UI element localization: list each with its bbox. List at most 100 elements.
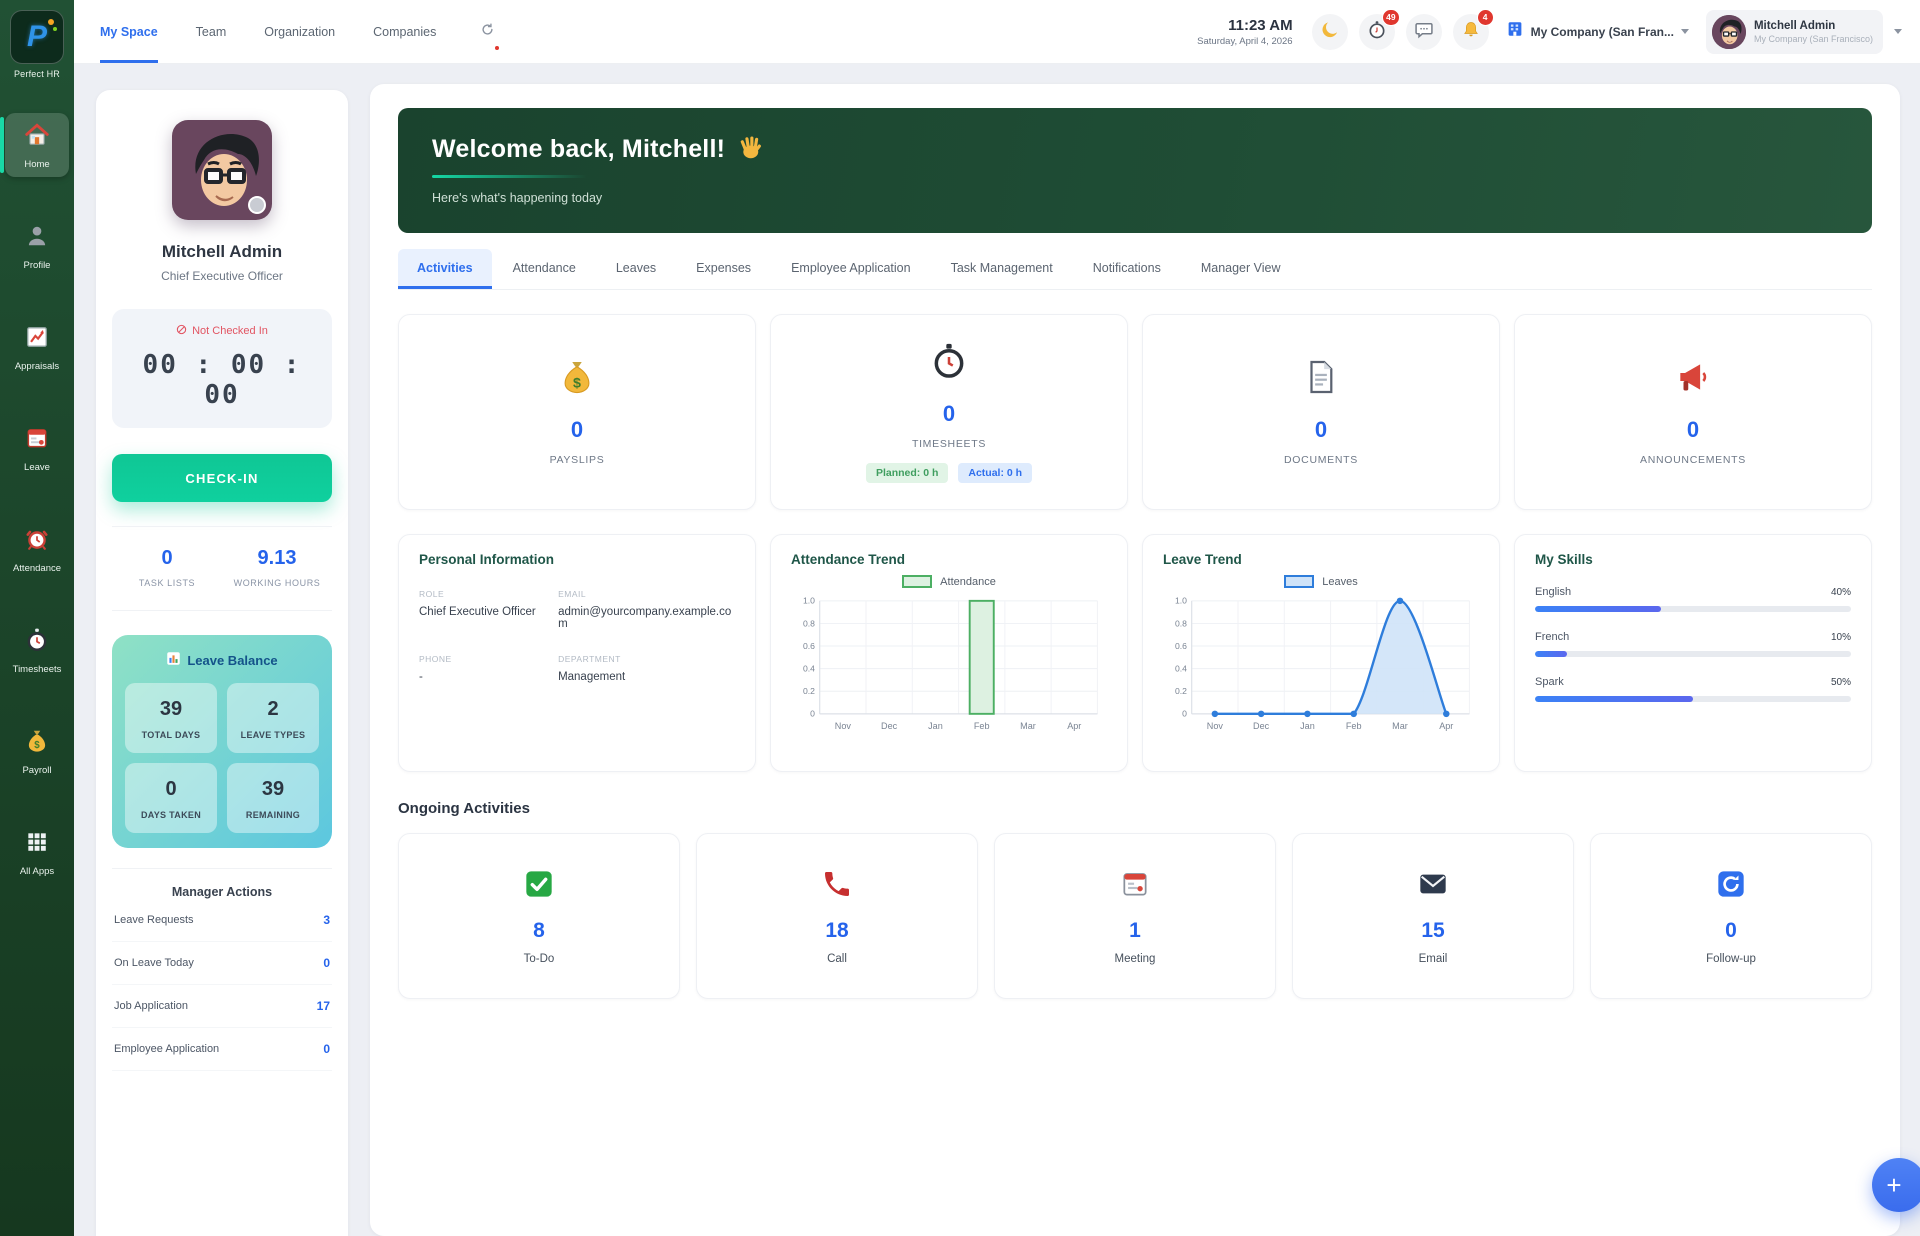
chevron-down-icon[interactable] [1894, 29, 1902, 34]
svg-text:0.2: 0.2 [803, 686, 815, 696]
checkin-status-panel: Not Checked In 00 : 00 : 00 [112, 309, 332, 428]
svg-text:Mar: Mar [1392, 721, 1408, 731]
notifications-button[interactable]: 4 [1452, 8, 1494, 50]
tab-attendance[interactable]: Attendance [512, 261, 576, 275]
add-button[interactable]: + [1872, 1158, 1920, 1212]
payslips-card[interactable]: $ 0 PAYSLIPS [398, 314, 756, 510]
check-in-button[interactable]: CHECK-IN [112, 454, 332, 502]
topnav-organization[interactable]: Organization [264, 24, 336, 39]
tab-manager-view[interactable]: Manager View [1200, 261, 1281, 275]
checkin-status: Not Checked In [192, 325, 268, 337]
follow-up-card[interactable]: 0 Follow-up [1590, 833, 1872, 999]
sidebar: P Perfect HR Home Profile Appraisals Lea… [0, 0, 74, 1236]
manager-action-on-leave-today[interactable]: On Leave Today 0 [112, 942, 332, 985]
sidebar-item-label: Attendance [12, 563, 62, 574]
announcements-card[interactable]: 0 ANNOUNCEMENTS [1514, 314, 1872, 510]
task-lists-value: 0 [161, 547, 173, 569]
svg-text:Feb: Feb [974, 721, 990, 731]
svg-text:0.6: 0.6 [803, 641, 815, 651]
leave-balance-card: Leave Balance 39 TOTAL DAYS 2 LEAVE TYPE… [112, 635, 332, 848]
notifications-badge: 4 [1476, 8, 1494, 26]
email-card[interactable]: 15 Email [1292, 833, 1574, 999]
tab-leaves[interactable]: Leaves [615, 261, 657, 275]
avatar [172, 120, 272, 220]
leave-tile-remaining: 39 REMAINING [227, 763, 319, 833]
ongoing-activities-title: Ongoing Activities [398, 800, 530, 817]
mini-stats: 0 TASK LISTS 9.13 WORKING HOURS [112, 526, 332, 611]
topnav-my-space[interactable]: My Space [100, 0, 158, 63]
money-bag-icon: $ [558, 358, 596, 401]
user-company: My Company (San Francisco) [1753, 33, 1873, 44]
svg-text:Jan: Jan [1300, 721, 1315, 731]
chat-button[interactable] [1405, 13, 1442, 50]
sidebar-item-attendance[interactable]: Attendance [5, 517, 69, 581]
call-card[interactable]: 18 Call [696, 833, 978, 999]
company-selector[interactable]: My Company (San Fran... [1506, 20, 1689, 43]
skill-english: English 40% [1535, 586, 1851, 612]
sidebar-item-home[interactable]: Home [0, 113, 69, 177]
tab-task-management[interactable]: Task Management [950, 261, 1053, 275]
svg-text:Dec: Dec [881, 721, 898, 731]
timesheets-card[interactable]: 0 TIMESHEETS Planned: 0 h Actual: 0 h [770, 314, 1128, 510]
svg-text:Apr: Apr [1439, 721, 1453, 731]
task-lists-stat[interactable]: 0 TASK LISTS [112, 547, 222, 588]
topnav-team[interactable]: Team [195, 24, 227, 39]
attendance-trend-chart: 1.0 0.8 0.6 0.4 0.2 0 Nov Dec Jan Feb Mar Apr [803, 596, 1098, 731]
leave-tile-days-taken: 0 DAYS TAKEN [125, 763, 217, 833]
svg-text:$: $ [34, 740, 40, 751]
sidebar-item-label: Leave [24, 462, 50, 473]
topnav-companies[interactable]: Companies [373, 24, 437, 39]
bell-icon [1461, 20, 1481, 43]
sidebar-item-all-apps[interactable]: All Apps [5, 820, 69, 884]
banner-underline [432, 175, 587, 178]
skill-progress-bar [1535, 651, 1567, 657]
tab-activities[interactable]: Activities [398, 249, 492, 289]
svg-text:1.0: 1.0 [1175, 596, 1187, 606]
app-logo[interactable]: P [10, 10, 64, 64]
todo-card[interactable]: 8 To-Do [398, 833, 680, 999]
user-menu[interactable]: Mitchell Admin My Company (San Francisco… [1705, 9, 1883, 54]
sidebar-item-leave[interactable]: Leave [5, 416, 69, 480]
sidebar-item-timesheets[interactable]: Timesheets [5, 618, 69, 682]
sidebar-item-profile[interactable]: Profile [5, 214, 69, 278]
sidebar-item-payroll[interactable]: $ Payroll [5, 719, 69, 783]
dark-mode-toggle[interactable] [1311, 13, 1348, 50]
documents-card[interactable]: 0 DOCUMENTS [1142, 314, 1500, 510]
svg-text:0.6: 0.6 [1175, 641, 1187, 651]
megaphone-icon [1674, 358, 1712, 401]
calendar-icon [1119, 868, 1151, 905]
main-panel: Welcome back, Mitchell! Here's what's ha… [370, 84, 1900, 1236]
working-hours-label: WORKING HOURS [233, 578, 321, 588]
manager-action-job-application[interactable]: Job Application 17 [112, 985, 332, 1028]
svg-text:Feb: Feb [1346, 721, 1362, 731]
profile-role: Chief Executive Officer [161, 269, 283, 283]
working-hours-value: 9.13 [257, 547, 297, 569]
refresh-icon[interactable] [480, 22, 500, 50]
svg-text:1.0: 1.0 [803, 596, 815, 606]
company-selector-label: My Company (San Fran... [1530, 24, 1674, 39]
tab-employee-application[interactable]: Employee Application [791, 261, 911, 275]
waving-hand-icon [737, 133, 765, 166]
tab-notifications[interactable]: Notifications [1092, 261, 1161, 275]
working-hours-stat[interactable]: 9.13 WORKING HOURS [222, 547, 332, 588]
notification-dot [495, 45, 500, 50]
meeting-card[interactable]: 1 Meeting [994, 833, 1276, 999]
leave-legend: Leaves [1163, 575, 1479, 588]
ongoing-activities: 8 To-Do 18 Call 1 Meeting 15 Email [398, 833, 1872, 999]
tab-expenses[interactable]: Expenses [696, 261, 752, 275]
svg-text:$: $ [573, 375, 581, 391]
manager-action-leave-requests[interactable]: Leave Requests 3 [112, 899, 332, 942]
sidebar-item-label: Home [24, 159, 50, 170]
department-value: Management [558, 671, 626, 683]
stopwatch-icon [1367, 20, 1387, 43]
clock: 11:23 AM Saturday, April 4, 2026 [1197, 17, 1292, 47]
moon-icon [1320, 20, 1340, 43]
current-date: Saturday, April 4, 2026 [1197, 35, 1293, 47]
task-lists-label: TASK LISTS [138, 578, 196, 588]
sidebar-item-appraisals[interactable]: Appraisals [5, 315, 69, 379]
leave-trend-chart: 1.0 0.8 0.6 0.4 0.2 0 Nov Dec Jan Feb Mar Apr [1175, 596, 1470, 731]
grid-icon [24, 829, 50, 860]
timer-button[interactable]: 49 [1358, 8, 1400, 50]
manager-action-employee-application[interactable]: Employee Application 0 [112, 1028, 332, 1071]
skill-progress-bar [1535, 696, 1693, 702]
